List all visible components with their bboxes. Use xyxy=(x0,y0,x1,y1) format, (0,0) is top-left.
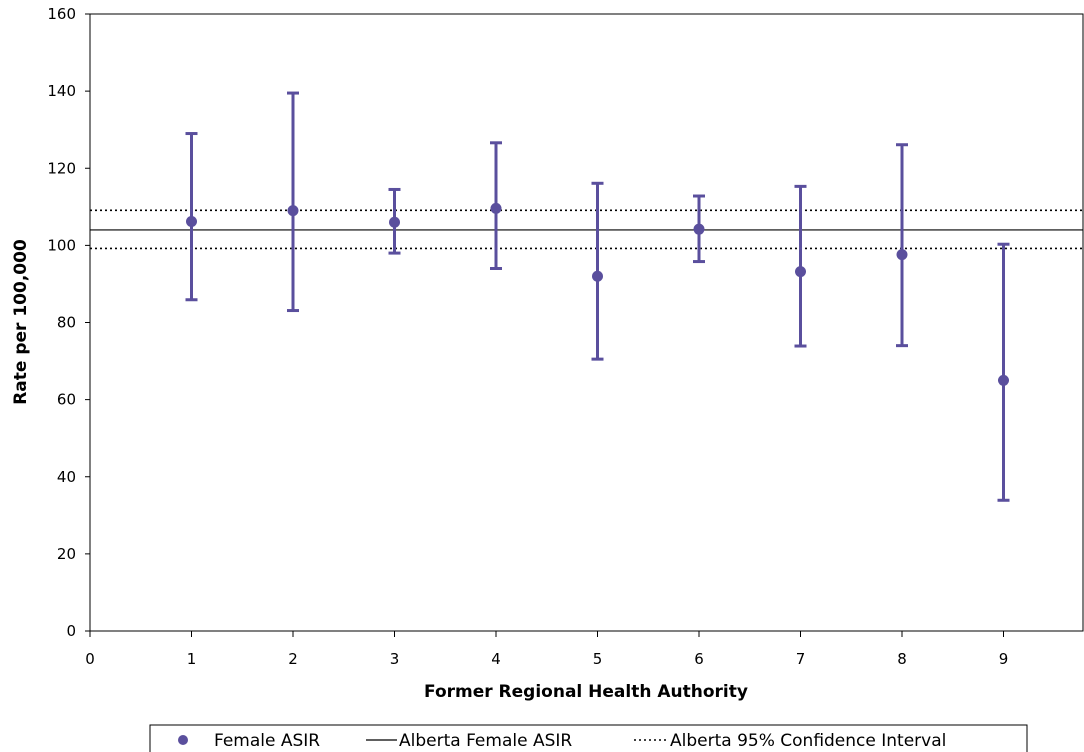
y-tick-label: 20 xyxy=(57,545,76,563)
y-tick-label: 120 xyxy=(47,159,76,177)
data-point xyxy=(998,374,1009,386)
data-point xyxy=(693,223,705,235)
data-point xyxy=(592,270,603,282)
data-point xyxy=(490,202,502,214)
y-tick-label: 80 xyxy=(57,314,76,332)
y-axis-title: Rate per 100,000 xyxy=(11,239,31,405)
legend-label-alberta-ci: Alberta 95% Confidence Interval xyxy=(670,731,946,751)
x-tick-label: 7 xyxy=(796,650,806,668)
reference-lines xyxy=(90,209,1083,250)
data-point xyxy=(795,266,806,278)
x-tick-label: 2 xyxy=(288,650,298,668)
x-tick-label: 9 xyxy=(999,650,1009,668)
data-point xyxy=(186,215,197,227)
x-tick-label: 0 xyxy=(85,650,95,668)
x-axis: 0 1 2 3 4 5 6 7 8 9 xyxy=(85,631,1008,668)
x-axis-title: Former Regional Health Authority xyxy=(424,682,748,702)
x-tick-label: 6 xyxy=(694,650,704,668)
y-tick-label: 100 xyxy=(47,236,76,254)
x-tick-label: 5 xyxy=(593,650,603,668)
y-axis: 0 20 40 60 80 100 120 140 160 xyxy=(47,5,90,640)
y-tick-label: 140 xyxy=(47,82,76,100)
y-tick-label: 160 xyxy=(47,5,76,23)
x-tick-label: 3 xyxy=(390,650,400,668)
data-points xyxy=(186,202,1009,386)
x-tick-label: 8 xyxy=(897,650,907,668)
plot-area xyxy=(89,13,1084,632)
y-tick-label: 40 xyxy=(57,468,76,486)
data-point xyxy=(389,216,400,228)
x-tick-label: 1 xyxy=(187,650,197,668)
y-tick-label: 60 xyxy=(57,391,76,409)
x-tick-label: 4 xyxy=(491,650,501,668)
legend: Female ASIR Alberta Female ASIR Alberta … xyxy=(149,724,1028,752)
data-point xyxy=(287,205,299,217)
y-tick-label: 0 xyxy=(66,622,76,640)
legend-box xyxy=(149,724,1028,752)
data-point xyxy=(896,249,908,261)
legend-label-alberta-female-asir: Alberta Female ASIR xyxy=(399,731,572,751)
legend-marker-female-asir xyxy=(178,735,188,745)
legend-label-female-asir: Female ASIR xyxy=(214,731,320,751)
